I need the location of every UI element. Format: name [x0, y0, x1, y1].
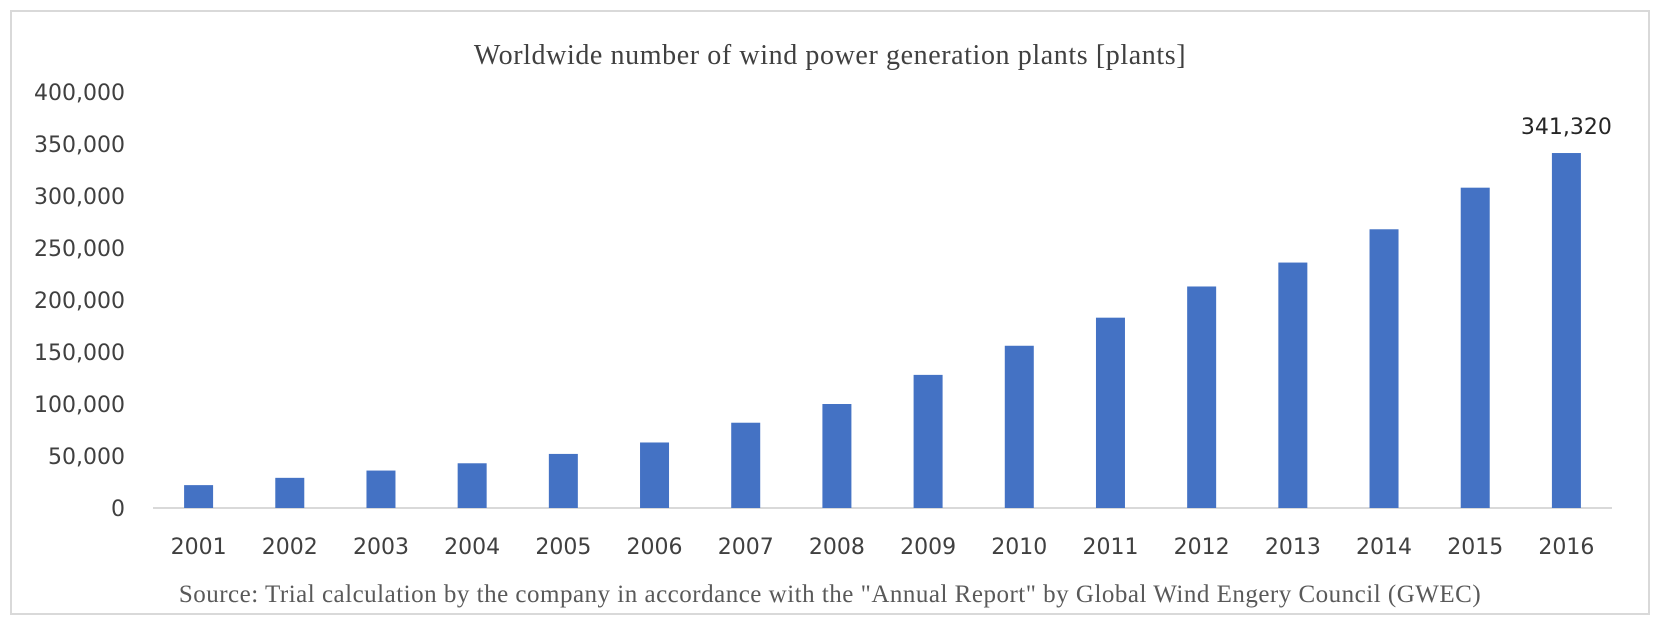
x-tick-label: 2002 — [262, 535, 318, 560]
x-tick-label: 2013 — [1265, 535, 1321, 560]
bar-2014 — [1369, 229, 1399, 508]
bar-2009 — [913, 374, 943, 508]
x-tick-label: 2003 — [353, 535, 409, 560]
y-tick-label: 200,000 — [34, 289, 125, 314]
x-tick-label: 2010 — [991, 535, 1047, 560]
chart-title: Worldwide number of wind power generatio… — [474, 40, 1186, 71]
y-tick-label: 150,000 — [34, 341, 125, 366]
x-tick-label: 2001 — [171, 535, 227, 560]
y-tick-label: 50,000 — [48, 445, 125, 470]
x-axis-ticks: 2001 2002 2003 2004 2005 2006 2007 2008 2009 2010… — [171, 535, 1595, 560]
y-tick-label: 100,000 — [34, 393, 125, 418]
y-tick-label: 350,000 — [34, 133, 125, 158]
bar-2002 — [275, 477, 305, 508]
y-tick-label: 300,000 — [34, 185, 125, 210]
bar-2001 — [184, 485, 214, 508]
data-labels: 341,320 — [1521, 115, 1612, 140]
bar-2015 — [1460, 187, 1490, 508]
x-tick-label: 2016 — [1538, 535, 1594, 560]
y-tick-label: 0 — [111, 497, 125, 522]
x-tick-label: 2011 — [1082, 535, 1138, 560]
bar-2011 — [1095, 317, 1125, 508]
y-tick-label: 250,000 — [34, 237, 125, 262]
x-tick-label: 2007 — [718, 535, 774, 560]
x-tick-label: 2006 — [627, 535, 683, 560]
bars — [184, 153, 1581, 508]
bar-2012 — [1187, 286, 1217, 508]
x-tick-label: 2009 — [900, 535, 956, 560]
source-note: Source: Trial calculation by the company… — [179, 581, 1481, 608]
bar-2005 — [548, 453, 578, 508]
bar-2013 — [1278, 262, 1308, 508]
y-tick-label: 400,000 — [34, 81, 125, 106]
bar-2010 — [1004, 345, 1034, 508]
x-tick-label: 2012 — [1174, 535, 1230, 560]
bar-2006 — [640, 442, 670, 508]
x-tick-label: 2008 — [809, 535, 865, 560]
data-label: 341,320 — [1521, 115, 1612, 140]
x-tick-label: 2005 — [535, 535, 591, 560]
y-axis-ticks: 0 50,000 100,000 150,000 200,000 250,000 300,0… — [34, 81, 125, 522]
x-tick-label: 2004 — [444, 535, 500, 560]
bar-2008 — [822, 404, 852, 508]
x-tick-label: 2014 — [1356, 535, 1412, 560]
bar-2004 — [457, 463, 487, 508]
bar-2016 — [1551, 153, 1581, 508]
bar-2003 — [366, 470, 396, 508]
bar-2007 — [731, 422, 761, 508]
x-tick-label: 2015 — [1447, 535, 1503, 560]
